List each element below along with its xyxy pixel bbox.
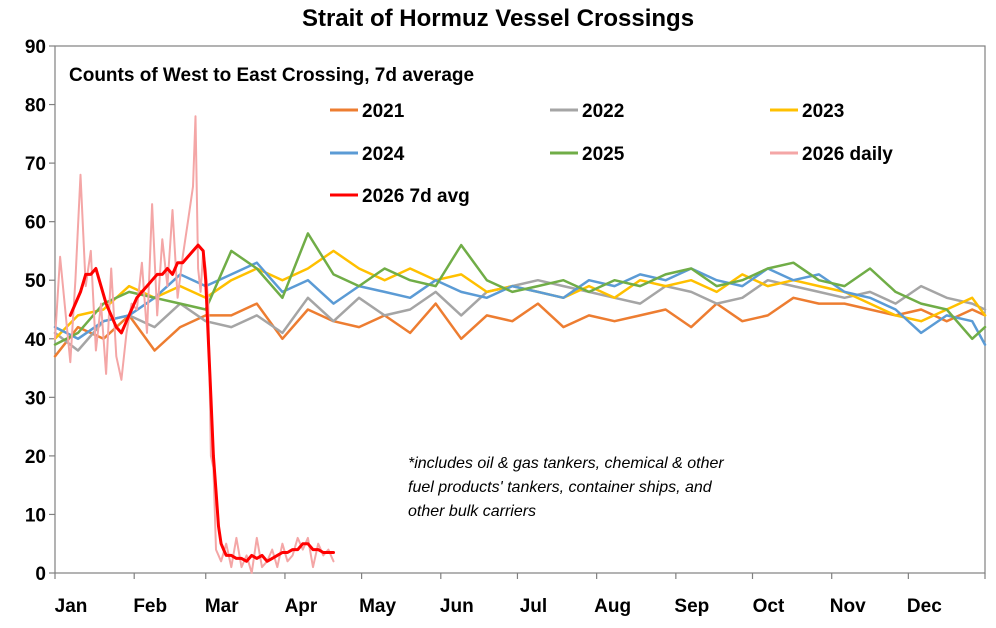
- legend-label: 2024: [362, 144, 405, 165]
- legend-label: 2021: [362, 101, 405, 122]
- x-tick-label-jul: Jul: [520, 596, 547, 617]
- y-axis-ticks: 0 10 20 30 40 50 60 70 80 90: [25, 37, 55, 585]
- y-tick-label: 50: [25, 271, 46, 292]
- legend-label: 2022: [582, 101, 624, 122]
- x-tick-label-may: May: [359, 596, 396, 617]
- chart-title: Strait of Hormuz Vessel Crossings: [302, 5, 694, 32]
- x-tick-label-feb: Feb: [133, 596, 167, 617]
- chart-annotation: *includes oil & gas tankers, chemical & …: [408, 455, 724, 520]
- x-tick-label-sep: Sep: [674, 596, 709, 617]
- x-axis-ticks: Jan Feb Mar Apr May Jun Jul Aug Sep Oct Nov Dec: [54, 573, 986, 617]
- x-tick-label-jan: Jan: [55, 596, 88, 617]
- y-tick-label: 40: [25, 330, 46, 351]
- legend-label: 2026 7d avg: [362, 186, 470, 207]
- x-tick-label-jun: Jun: [440, 596, 474, 617]
- x-tick-label-mar: Mar: [205, 596, 239, 617]
- chart-subtitle: Counts of West to East Crossing, 7d aver…: [69, 65, 474, 86]
- y-tick-label: 30: [25, 388, 46, 409]
- legend-label: 2025: [582, 144, 625, 165]
- legend-label: 2026 daily: [802, 144, 893, 165]
- legend-label: 2023: [802, 101, 844, 122]
- annotation-line-1: *includes oil & gas tankers, chemical & …: [408, 455, 724, 472]
- x-tick-label-nov: Nov: [830, 596, 866, 617]
- annotation-line-2: fuel products' tankers, container ships,…: [408, 479, 713, 496]
- series-line-2026-daily: [54, 115, 335, 574]
- series-lines: [53, 115, 987, 574]
- y-tick-label: 60: [25, 213, 46, 234]
- series-line-2026-7d-avg: [68, 243, 335, 563]
- x-tick-label-dec: Dec: [907, 596, 942, 617]
- y-tick-label: 0: [35, 564, 46, 585]
- legend: 2021 2022 2023 2024 2025 2026 daily 2026 7d av…: [330, 101, 893, 207]
- series-line-2021: [53, 296, 987, 358]
- annotation-line-3: other bulk carriers: [408, 503, 536, 520]
- x-tick-label-apr: Apr: [285, 596, 318, 617]
- series-line-2023: [53, 249, 987, 341]
- y-tick-label: 70: [25, 154, 46, 175]
- x-tick-label-oct: Oct: [753, 596, 785, 617]
- y-tick-label: 90: [25, 37, 46, 58]
- x-tick-label-aug: Aug: [594, 596, 631, 617]
- y-tick-label: 20: [25, 447, 46, 468]
- series-line-2022: [53, 278, 987, 352]
- series-line-2025: [53, 232, 987, 346]
- y-tick-label: 10: [25, 505, 46, 526]
- y-tick-label: 80: [25, 96, 46, 117]
